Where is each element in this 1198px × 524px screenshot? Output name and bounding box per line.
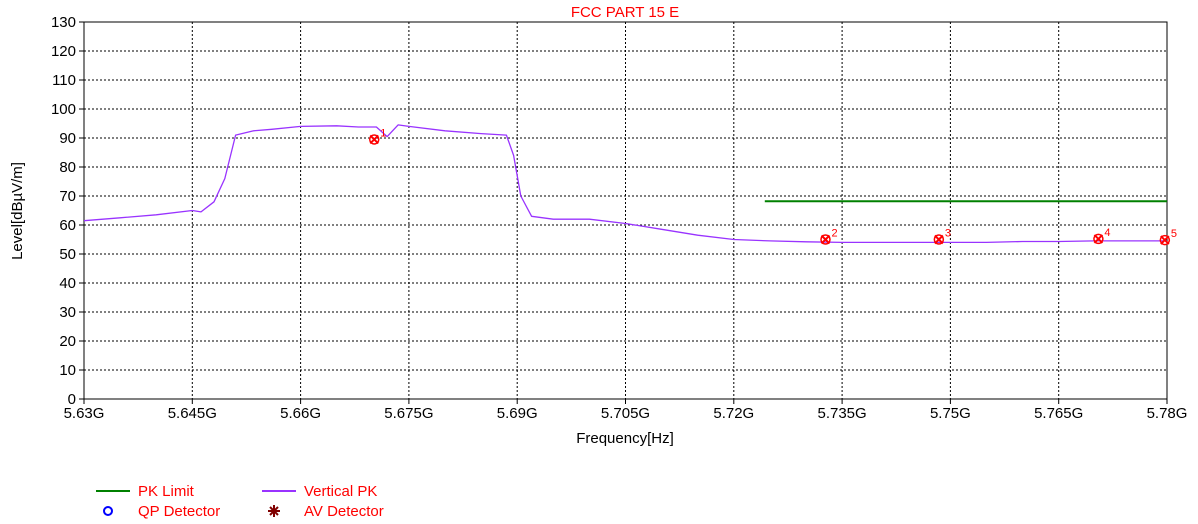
y-tick-label: 120 [51, 43, 76, 60]
legend-label: Vertical PK [304, 482, 378, 500]
y-tick-label: 10 [59, 362, 76, 379]
legend: PK Limit Vertical PK QP Detector AV Dete… [96, 482, 436, 522]
x-tick-label: 5.705G [601, 405, 650, 422]
y-tick-label: 110 [52, 72, 76, 89]
legend-item-vertical-pk: Vertical PK [262, 482, 377, 500]
y-tick-label: 70 [59, 188, 76, 205]
x-tick-label: 5.69G [497, 405, 538, 422]
x-tick-label: 5.675G [384, 405, 433, 422]
legend-line-icon [96, 482, 130, 500]
marker-point [1159, 234, 1171, 246]
marker-label: 3 [945, 228, 951, 240]
marker-label: 4 [1104, 227, 1110, 239]
legend-label: PK Limit [138, 482, 194, 500]
marker-point [933, 234, 945, 245]
y-tick-label: 30 [59, 304, 76, 321]
markers-group: 1 2 3 4 5 [368, 127, 1177, 246]
y-tick-label: 20 [59, 333, 76, 350]
star-icon [262, 502, 296, 520]
x-axis: 5.63G 5.645G 5.66G 5.675G 5.69G 5.705G 5.72G 5.… [64, 399, 1188, 422]
x-axis-label: Frequency[Hz] [576, 430, 674, 447]
x-tick-label: 5.63G [64, 405, 105, 422]
y-axis: 0 10 20 30 40 50 60 70 80 90 100 110 120 130 [51, 14, 84, 408]
y-tick-label: 60 [59, 217, 76, 234]
x-tick-label: 5.66G [280, 405, 321, 422]
y-tick-label: 130 [51, 14, 76, 31]
y-tick-label: 80 [59, 159, 76, 176]
legend-label: QP Detector [138, 502, 221, 520]
x-tick-label: 5.645G [168, 405, 217, 422]
x-tick-label: 5.75G [930, 405, 971, 422]
x-tick-label: 5.765G [1034, 405, 1083, 422]
marker-label: 1 [380, 127, 386, 139]
series-group [83, 124, 1167, 244]
legend-line-icon [262, 482, 296, 500]
marker-label: 2 [831, 228, 837, 240]
circle-icon [96, 502, 130, 520]
legend-item-pk-limit: PK Limit [96, 482, 194, 500]
legend-label: AV Detector [304, 502, 384, 520]
y-axis-label: Level[dBµV/m] [9, 162, 26, 260]
marker-point [1093, 233, 1104, 245]
chart-title: FCC PART 15 E [571, 4, 679, 21]
x-tick-label: 5.735G [817, 405, 866, 422]
grid [84, 22, 1167, 399]
y-tick-label: 100 [51, 101, 76, 118]
y-tick-label: 90 [59, 130, 76, 147]
marker-label: 5 [1171, 228, 1177, 240]
y-tick-label: 0 [68, 391, 76, 408]
x-tick-label: 5.78G [1147, 405, 1188, 422]
series-line-vertical-pk [83, 124, 1167, 244]
marker-point [368, 134, 380, 145]
x-tick-label: 5.72G [713, 405, 754, 422]
y-tick-label: 40 [59, 275, 76, 292]
legend-item-av-detector: AV Detector [262, 502, 384, 520]
marker-point [820, 234, 831, 245]
chart: FCC PART 15 E 0 10 20 30 40 50 60 70 80 90 100 110 1… [9, 4, 1188, 447]
y-tick-label: 50 [59, 246, 76, 263]
legend-item-qp-detector: QP Detector [96, 502, 220, 520]
